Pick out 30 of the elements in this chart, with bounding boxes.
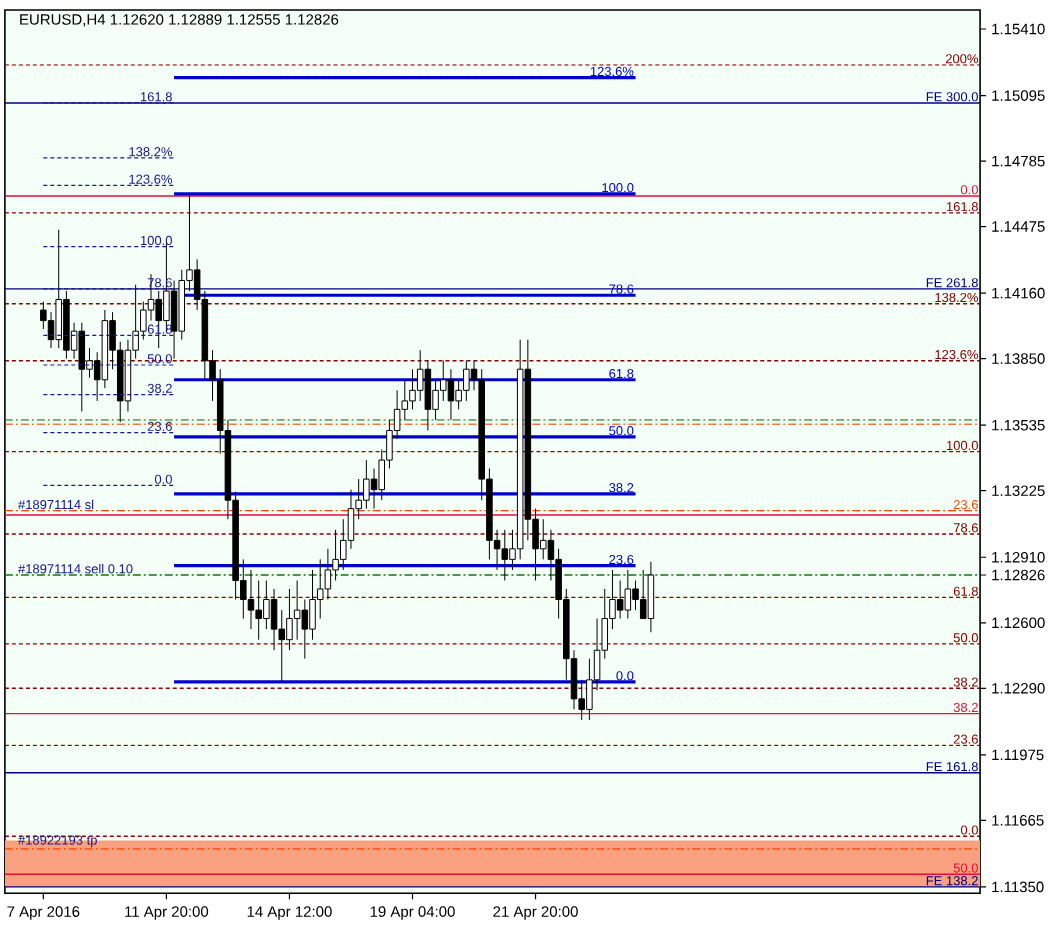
- candlestick: [270, 588, 278, 652]
- candlestick: [247, 569, 255, 630]
- candlestick: [424, 360, 432, 432]
- candlestick: [170, 280, 178, 360]
- candlestick: [263, 580, 270, 630]
- candlestick: [363, 459, 370, 510]
- candlestick: [293, 580, 301, 641]
- candlestick: [286, 588, 293, 652]
- candlestick: [55, 229, 62, 349]
- candlestick: [332, 529, 339, 582]
- candlestick: [255, 580, 262, 641]
- candlestick: [324, 548, 332, 601]
- candlestick: [178, 269, 186, 341]
- candlestick: [624, 569, 632, 620]
- candlestick: [516, 339, 524, 561]
- candlestick: [78, 322, 86, 413]
- candlestick: [632, 580, 639, 611]
- candlestick: [501, 529, 509, 582]
- candlestick: [63, 290, 70, 360]
- candlestick: [616, 580, 624, 620]
- candlestick: [647, 561, 655, 634]
- candlestick: [524, 339, 532, 542]
- candlestick: [439, 360, 447, 402]
- candlestick: [447, 369, 455, 421]
- candlestick: [463, 360, 470, 402]
- candlestick: [309, 569, 316, 641]
- candlestick: [416, 350, 424, 402]
- candlestick: [586, 658, 593, 721]
- candlestick: [539, 519, 547, 561]
- candlestick: [101, 309, 109, 390]
